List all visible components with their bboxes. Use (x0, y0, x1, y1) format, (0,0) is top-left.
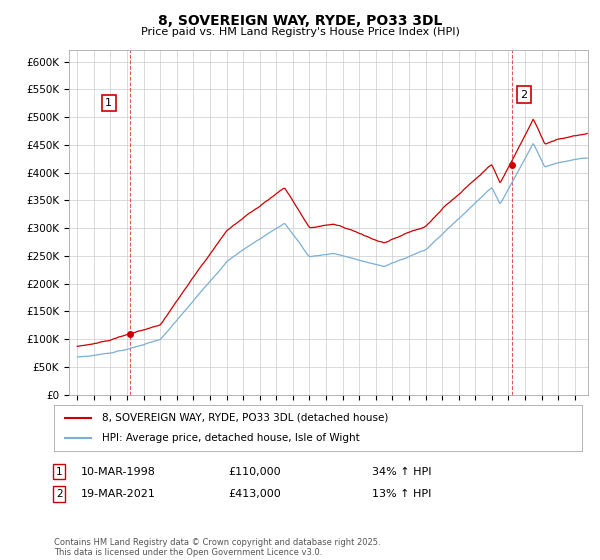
Text: Price paid vs. HM Land Registry's House Price Index (HPI): Price paid vs. HM Land Registry's House … (140, 27, 460, 38)
Text: Contains HM Land Registry data © Crown copyright and database right 2025.
This d: Contains HM Land Registry data © Crown c… (54, 538, 380, 557)
Text: £413,000: £413,000 (228, 489, 281, 499)
Text: 2: 2 (56, 489, 62, 499)
Text: 8, SOVEREIGN WAY, RYDE, PO33 3DL (detached house): 8, SOVEREIGN WAY, RYDE, PO33 3DL (detach… (101, 413, 388, 423)
Text: 1: 1 (106, 98, 112, 108)
Text: HPI: Average price, detached house, Isle of Wight: HPI: Average price, detached house, Isle… (101, 433, 359, 443)
Text: £110,000: £110,000 (228, 466, 281, 477)
Text: 1: 1 (56, 466, 62, 477)
Text: 19-MAR-2021: 19-MAR-2021 (81, 489, 156, 499)
Text: 8, SOVEREIGN WAY, RYDE, PO33 3DL: 8, SOVEREIGN WAY, RYDE, PO33 3DL (158, 14, 442, 28)
Text: 2: 2 (520, 90, 527, 100)
Text: 34% ↑ HPI: 34% ↑ HPI (372, 466, 431, 477)
Text: 10-MAR-1998: 10-MAR-1998 (81, 466, 156, 477)
Text: 13% ↑ HPI: 13% ↑ HPI (372, 489, 431, 499)
